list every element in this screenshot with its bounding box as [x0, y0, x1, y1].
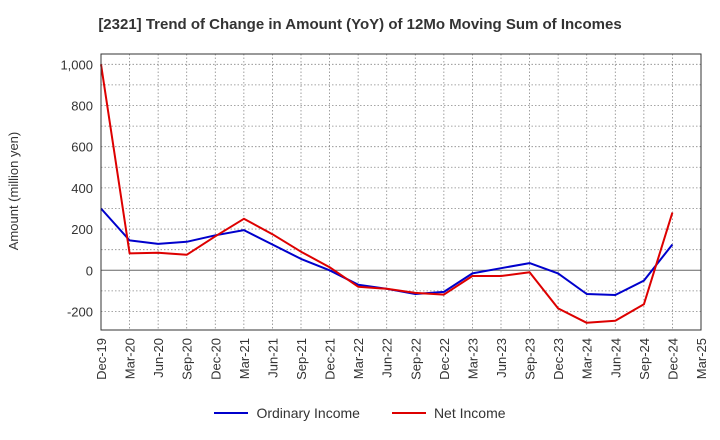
x-tick-label: Jun-22	[380, 338, 395, 378]
series-line-net-income	[100, 64, 674, 324]
x-tick-label: Dec-21	[323, 338, 338, 380]
x-tick-label: Dec-19	[94, 338, 109, 380]
chart-title: [2321] Trend of Change in Amount (YoY) o…	[98, 16, 622, 33]
legend-swatch	[214, 412, 249, 414]
x-tick-label: Dec-22	[437, 338, 452, 380]
x-tick-label: Sep-22	[408, 338, 423, 380]
legend-swatch	[391, 412, 426, 414]
y-tick-label: 1,000	[60, 57, 93, 72]
grid-layer	[100, 54, 702, 330]
x-tick-label: Jun-23	[494, 338, 509, 378]
x-tick-label: Jun-24	[608, 338, 623, 378]
x-tick-label: Sep-24	[637, 338, 652, 380]
series-layer	[100, 64, 674, 324]
x-tick-label: Dec-20	[208, 338, 223, 380]
y-tick-label: 200	[71, 222, 93, 237]
x-tick-label: Sep-21	[294, 338, 309, 380]
x-tick-label: Jun-20	[151, 338, 166, 378]
plot-frame	[100, 53, 702, 331]
x-tick-label: Mar-24	[580, 338, 595, 379]
y-tick-label: 400	[71, 181, 93, 196]
x-tick-label: Sep-20	[180, 338, 195, 380]
legend-item: Net Income	[391, 405, 506, 421]
y-axis-label: Amount (million yen)	[6, 132, 21, 251]
y-tick-label: 600	[71, 140, 93, 155]
x-tick-labels: Dec-19 Mar-20 Jun-20 Sep-20 Dec-20 Mar-21 Jun-…	[94, 338, 709, 380]
x-tick-label: Dec-24	[665, 338, 680, 380]
x-tick-label: Mar-23	[465, 338, 480, 379]
x-tick-label: Mar-22	[351, 338, 366, 379]
x-tick-label: Dec-23	[551, 338, 566, 380]
legend-label: Ordinary Income	[256, 405, 360, 421]
y-tick-label: 800	[71, 98, 93, 113]
legend-item: Ordinary Income	[214, 405, 360, 421]
y-tick-label: -200	[67, 304, 93, 319]
x-tick-label: Mar-21	[237, 338, 252, 379]
x-tick-label: Sep-23	[523, 338, 538, 380]
y-tick-label: 0	[86, 263, 93, 278]
y-tick-labels: -200 0 200 400 600 800 1,000	[60, 57, 93, 319]
x-tick-label: Jun-21	[265, 338, 280, 378]
legend: Ordinary Income Net Income	[0, 405, 720, 421]
x-tick-label: Mar-25	[694, 338, 709, 379]
x-tick-label: Mar-20	[123, 338, 138, 379]
legend-label: Net Income	[433, 405, 506, 421]
